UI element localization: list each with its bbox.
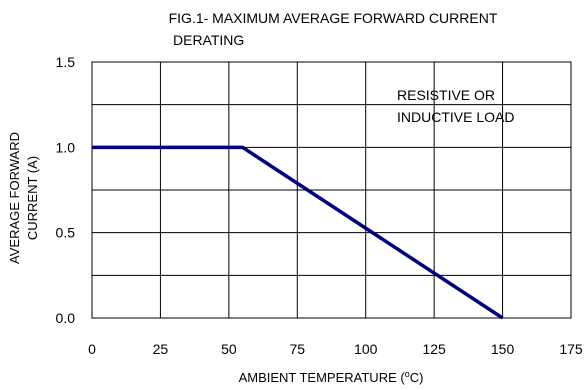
y-tick-label: 1.0 <box>56 139 76 155</box>
chart-title-line2: DERATING <box>173 32 244 48</box>
x-tick-label: 150 <box>491 341 515 357</box>
y-tick-label: 1.5 <box>56 54 76 70</box>
x-tick-label: 25 <box>153 341 169 357</box>
y-tick-label: 0.5 <box>56 225 76 241</box>
x-tick-labels: 0 25 50 75 100 125 150 175 <box>88 341 583 357</box>
x-axis-label-suffix: C) <box>410 370 424 385</box>
annotation-line2: INDUCTIVE LOAD <box>397 109 514 125</box>
x-tick-label: 175 <box>559 341 583 357</box>
chart-title: FIG.1- MAXIMUM AVERAGE FORWARD CURRENT <box>169 10 498 26</box>
plot-area-border <box>91 61 572 319</box>
x-axis-label: AMBIENT TEMPERATURE (oC) <box>239 369 424 385</box>
x-axis-label-main: AMBIENT TEMPERATURE ( <box>239 370 406 385</box>
annotation-line1: RESISTIVE OR <box>397 87 495 103</box>
y-tick-labels: 0.0 0.5 1.0 1.5 <box>56 54 76 326</box>
y-axis-label: AVERAGE FORWARD <box>7 132 22 264</box>
y-axis-label-line2: CURRENT (A) <box>25 156 40 240</box>
grid <box>92 62 571 318</box>
x-tick-label: 100 <box>354 341 378 357</box>
x-tick-label: 75 <box>289 341 305 357</box>
series-lines <box>92 145 504 320</box>
derating-curve <box>92 145 504 320</box>
x-axis-label-superscript: o <box>405 369 410 379</box>
x-tick-label: 125 <box>422 341 446 357</box>
x-tick-label: 0 <box>88 341 96 357</box>
y-tick-label: 0.0 <box>56 310 76 326</box>
x-tick-label: 50 <box>221 341 237 357</box>
